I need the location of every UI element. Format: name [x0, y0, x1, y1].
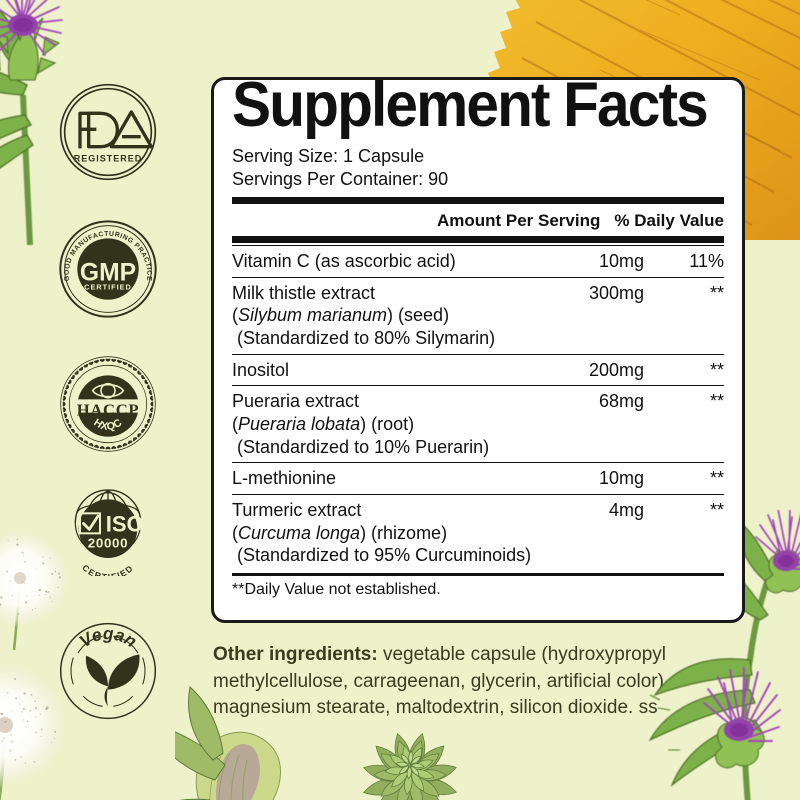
svg-text:ISO: ISO [106, 511, 144, 536]
svg-text:HACCP: HACCP [77, 401, 140, 420]
svg-text:Vegan: Vegan [76, 623, 141, 651]
svg-text:CERTIFIED: CERTIFIED [84, 283, 132, 292]
svg-text:CERTIFIED: CERTIFIED [80, 562, 135, 575]
svg-text:20000: 20000 [88, 535, 128, 550]
svg-text:REGISTERED: REGISTERED [74, 153, 143, 163]
